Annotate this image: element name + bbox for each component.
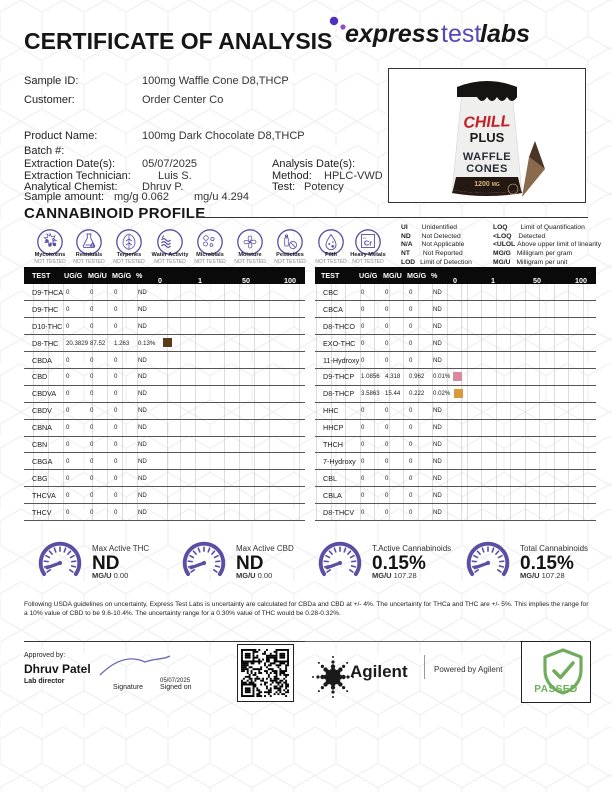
svg-text:Cr: Cr [364,239,372,248]
svg-text:!: ! [92,243,93,247]
svg-text:PLUS: PLUS [470,130,505,145]
svg-text:CONES: CONES [466,163,508,175]
svg-text:WAFFLE: WAFFLE [463,151,511,163]
svg-text:1200 MG: 1200 MG [474,181,500,188]
